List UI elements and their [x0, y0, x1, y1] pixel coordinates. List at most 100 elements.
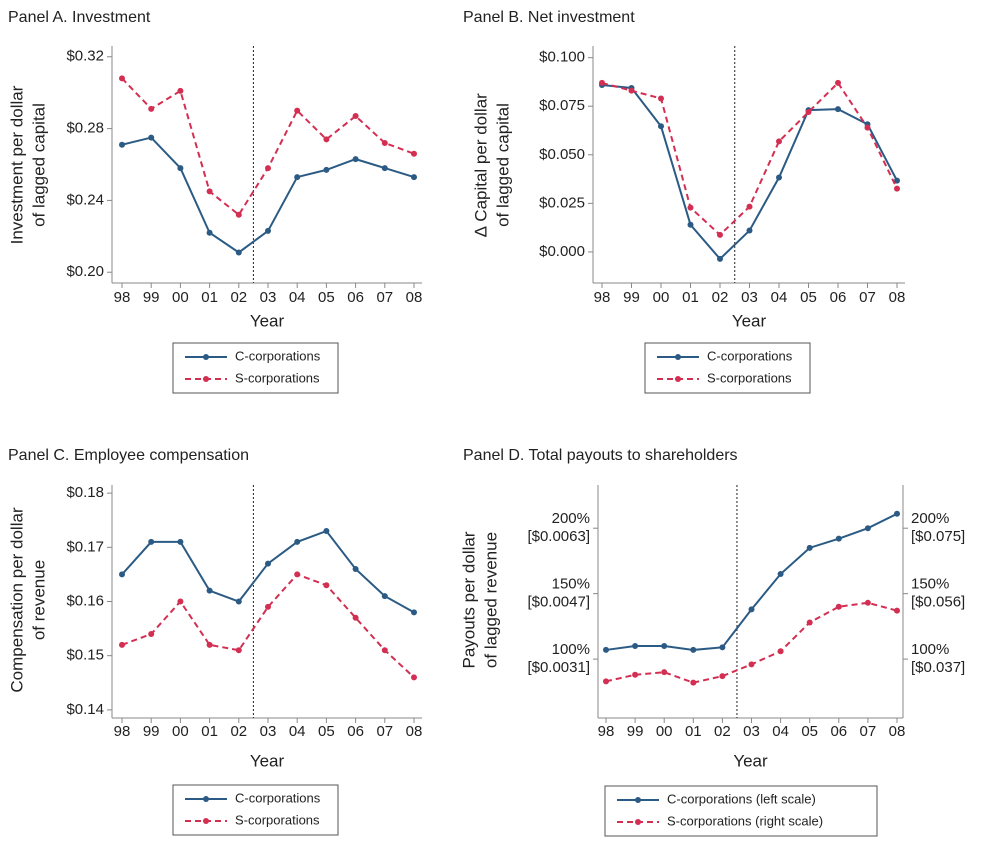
y-tick-label: $0.16 [66, 592, 104, 609]
point [235, 647, 242, 654]
legend-marker [675, 354, 681, 360]
point [748, 661, 755, 668]
x-tick-label: 07 [376, 289, 393, 306]
x-tick-label: 99 [627, 723, 644, 740]
x-tick-label: 98 [114, 723, 131, 740]
point [746, 227, 753, 234]
point [835, 79, 841, 86]
point [323, 136, 330, 143]
y-tick-label: $0.050 [539, 146, 585, 163]
legend-label: S-corporations [707, 370, 792, 385]
x-tick-label: 02 [230, 723, 247, 740]
point [294, 538, 301, 545]
legend-box [644, 342, 811, 394]
y-tick-label: [$0.0063] [527, 528, 590, 545]
x-axis-label: Year [250, 751, 285, 770]
x-tick-label: 99 [143, 289, 160, 306]
y-tick-label: $0.28 [66, 120, 104, 137]
point [719, 644, 726, 651]
point [661, 669, 668, 676]
point [777, 648, 784, 655]
x-tick-label: 08 [406, 723, 423, 740]
point [265, 165, 271, 172]
series-line [605, 512, 898, 651]
x-tick-label: 05 [318, 723, 335, 740]
point [599, 79, 605, 86]
point [381, 165, 388, 172]
point [352, 565, 359, 572]
y-tick-label: $0.17 [66, 538, 104, 555]
legend-marker [203, 796, 209, 802]
y-tick-label: [$0.075] [911, 528, 965, 545]
point [661, 643, 668, 650]
x-tick-label: 03 [741, 289, 758, 306]
point [894, 607, 900, 614]
panel-title: Panel C. Employee compensation [8, 447, 249, 464]
point [206, 188, 213, 195]
point [687, 204, 694, 211]
point [177, 538, 184, 545]
point [411, 150, 417, 157]
y-axis-label: of revenue [29, 560, 48, 640]
point [323, 166, 330, 173]
x-tick-label: 01 [201, 289, 218, 306]
series-line [121, 77, 415, 217]
panel-title: Panel D. Total payouts to shareholders [463, 447, 738, 464]
point [235, 211, 242, 218]
point [235, 249, 242, 256]
x-tick-label: 06 [347, 723, 364, 740]
x-tick-label: 07 [860, 723, 877, 740]
y-tick-label: 150% [552, 576, 590, 593]
point [411, 609, 417, 616]
legend-label: S-corporations [235, 812, 320, 827]
point [690, 679, 697, 686]
panel-title: Panel A. Investment [8, 9, 151, 26]
panel-title: Panel B. Net investment [463, 9, 635, 26]
point [864, 599, 871, 606]
x-tick-label: 03 [743, 723, 760, 740]
point [148, 105, 155, 112]
point [805, 109, 812, 116]
point [864, 525, 871, 532]
x-tick-label: 01 [201, 723, 218, 740]
y-tick-label: 200% [911, 510, 949, 527]
x-tick-label: 01 [685, 723, 702, 740]
point [717, 255, 723, 262]
legend-marker [203, 818, 209, 824]
point [894, 177, 900, 184]
point [776, 174, 782, 181]
x-tick-label: 07 [859, 289, 876, 306]
point [381, 647, 388, 654]
point [603, 678, 609, 685]
x-tick-label: 00 [172, 289, 189, 306]
point [352, 113, 359, 120]
point [835, 603, 842, 610]
point [177, 87, 184, 94]
point [177, 598, 184, 605]
x-axis-label: Year [732, 311, 767, 330]
legend-label: S-corporations (right scale) [667, 813, 823, 828]
series-line [121, 136, 415, 254]
legend-box [172, 342, 339, 394]
x-tick-label: 00 [653, 289, 670, 306]
point [119, 641, 125, 648]
point [690, 646, 697, 653]
point [776, 138, 782, 145]
y-axis-label: Payouts per dollar [459, 531, 478, 668]
x-axis-label: Year [250, 311, 285, 330]
x-tick-label: 02 [712, 289, 729, 306]
x-tick-label: 06 [347, 289, 364, 306]
y-tick-label: [$0.037] [911, 659, 965, 676]
point [352, 156, 359, 163]
x-tick-label: 06 [830, 289, 847, 306]
point [148, 538, 155, 545]
legend-label: C-corporations (left scale) [667, 791, 816, 806]
point [894, 185, 900, 192]
point [235, 598, 242, 605]
point [894, 510, 900, 517]
y-tick-label: $0.24 [66, 191, 104, 208]
point [265, 227, 271, 234]
legend-label: C-corporations [235, 348, 321, 363]
legend-label: C-corporations [707, 348, 793, 363]
